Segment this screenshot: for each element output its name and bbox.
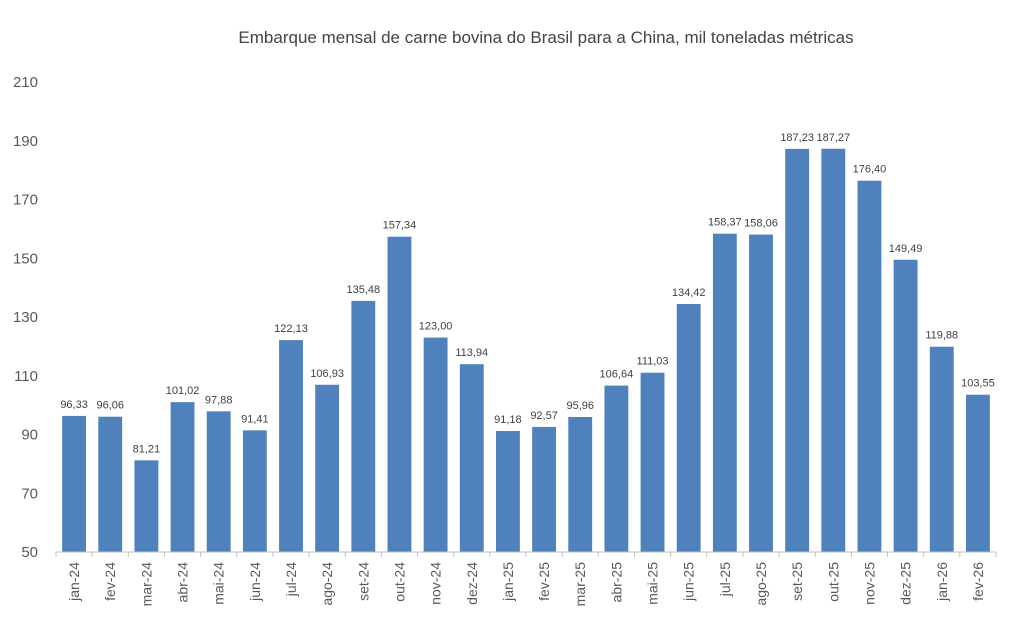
bar-mar-25 <box>568 416 593 552</box>
data-label: 96,06 <box>96 400 124 412</box>
bar-jun-24 <box>242 430 267 552</box>
bar-fev-25 <box>532 426 557 552</box>
bar-dez-25 <box>893 259 918 552</box>
bar-ago-24 <box>315 384 340 552</box>
y-tick-label: 130 <box>13 309 38 326</box>
y-tick-label: 50 <box>21 544 38 561</box>
data-label: 96,33 <box>60 399 88 411</box>
x-tick-label: mar-25 <box>572 562 588 607</box>
bar-ago-25 <box>749 234 773 552</box>
bar-out-25 <box>821 148 846 552</box>
x-tick-label: abr-25 <box>608 562 624 603</box>
bar-dez-24 <box>459 364 484 552</box>
bar-mar-24 <box>134 460 159 552</box>
data-label: 122,13 <box>274 323 308 335</box>
bar-fev-26 <box>965 394 990 552</box>
x-tick-label: jan-26 <box>934 562 950 602</box>
bar-nov-24 <box>423 337 448 552</box>
bar-mai-25 <box>640 372 665 552</box>
data-label: 123,00 <box>419 321 453 333</box>
x-tick-label: jun-25 <box>681 562 697 602</box>
y-tick-label: 210 <box>13 74 38 91</box>
bar-jan-26 <box>929 346 954 552</box>
data-label: 119,88 <box>925 330 958 342</box>
x-tick-label: fev-25 <box>536 562 552 601</box>
y-tick-label: 70 <box>21 485 38 502</box>
x-tick-label: mai-25 <box>645 562 661 605</box>
bar-set-24 <box>351 300 376 552</box>
bar-jan-25 <box>495 431 520 552</box>
x-tick-label: set-24 <box>355 562 371 601</box>
bar-nov-25 <box>857 180 882 552</box>
x-tick-label: ago-24 <box>319 562 335 606</box>
data-label: 106,64 <box>600 369 634 381</box>
bar-out-24 <box>387 236 412 552</box>
data-label: 187,23 <box>780 132 814 144</box>
data-label: 106,93 <box>310 368 344 380</box>
data-label: 157,34 <box>383 220 417 232</box>
data-label: 91,41 <box>241 413 269 425</box>
bar-mai-24 <box>206 411 231 552</box>
y-tick-label: 90 <box>21 427 38 444</box>
x-tick-label: jul-25 <box>717 562 733 597</box>
x-tick-label: nov-25 <box>861 562 877 605</box>
x-tick-label: nov-24 <box>428 562 444 605</box>
data-label: 158,37 <box>708 217 742 229</box>
data-label: 81,21 <box>133 443 161 455</box>
data-label: 101,02 <box>166 385 200 397</box>
bar-jan-24 <box>62 415 87 552</box>
x-tick-label: fev-26 <box>970 562 986 601</box>
data-label: 134,42 <box>672 287 706 299</box>
y-tick-label: 110 <box>14 368 38 385</box>
x-tick-label: jan-25 <box>500 562 516 602</box>
y-tick-label: 170 <box>13 192 38 209</box>
data-label: 176,40 <box>853 164 887 176</box>
x-tick-label: set-25 <box>789 562 805 601</box>
bar-jul-24 <box>279 340 303 552</box>
chart-title: Embarque mensal de carne bovina do Brasi… <box>238 28 854 47</box>
data-label: 91,18 <box>494 414 522 426</box>
bar-set-25 <box>785 148 810 552</box>
y-tick-label: 190 <box>13 133 38 150</box>
x-tick-label: out-25 <box>825 562 841 602</box>
data-label: 97,88 <box>205 394 233 406</box>
data-label: 95,96 <box>566 400 594 412</box>
data-label: 187,27 <box>816 132 850 144</box>
x-tick-label: jul-24 <box>283 562 299 597</box>
y-tick-label: 150 <box>13 250 38 267</box>
x-tick-label: dez-25 <box>898 562 914 605</box>
x-tick-label: out-24 <box>391 562 407 602</box>
data-label: 149,49 <box>889 243 923 255</box>
x-tick-label: mar-24 <box>138 562 154 607</box>
data-label: 158,06 <box>744 218 778 230</box>
bar-abr-25 <box>604 385 629 552</box>
x-tick-label: abr-24 <box>175 562 191 603</box>
x-tick-label: mai-24 <box>211 562 227 605</box>
bar-jul-25 <box>712 233 737 552</box>
bar-jun-25 <box>676 304 701 552</box>
x-tick-label: dez-24 <box>464 562 480 605</box>
bar-fev-24 <box>98 416 123 552</box>
data-label: 135,48 <box>346 284 380 296</box>
data-label: 103,55 <box>961 378 995 390</box>
data-label: 111,03 <box>637 356 669 368</box>
x-tick-label: ago-25 <box>753 562 769 606</box>
data-label: 113,94 <box>455 347 488 359</box>
x-tick-label: jun-24 <box>247 562 263 602</box>
bar-abr-24 <box>170 402 195 552</box>
x-tick-label: jan-24 <box>66 562 82 602</box>
data-label: 92,57 <box>530 410 558 422</box>
x-tick-label: fev-24 <box>102 562 118 601</box>
